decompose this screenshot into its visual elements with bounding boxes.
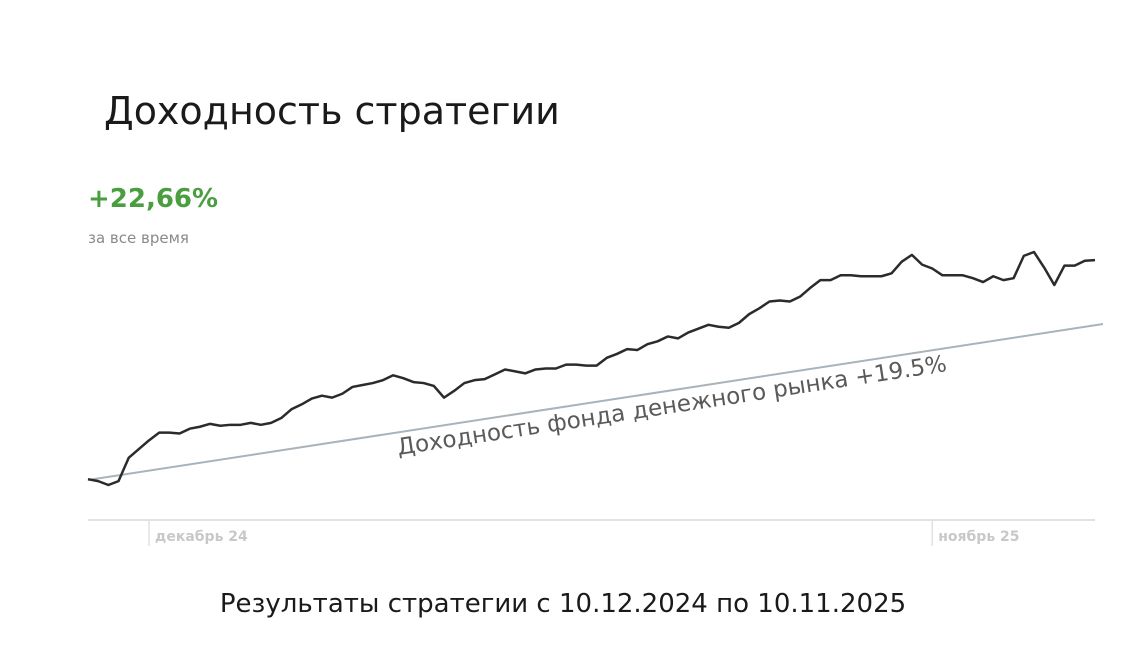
strategy-line <box>87 250 1096 487</box>
chart-title: Доходность стратегии <box>104 89 560 133</box>
reference-annotation: Доходность фонда денежного рынка +19.5% <box>395 351 948 461</box>
reference-line <box>87 323 1104 481</box>
x-tick-label: декабрь 24 <box>155 529 248 545</box>
footer-caption: Результаты стратегии с 10.12.2024 по 10.… <box>220 589 906 619</box>
summary-value: +22,66% <box>88 184 218 214</box>
summary-caption: за все время <box>88 229 189 247</box>
x-tick-label: ноябрь 25 <box>938 529 1019 545</box>
